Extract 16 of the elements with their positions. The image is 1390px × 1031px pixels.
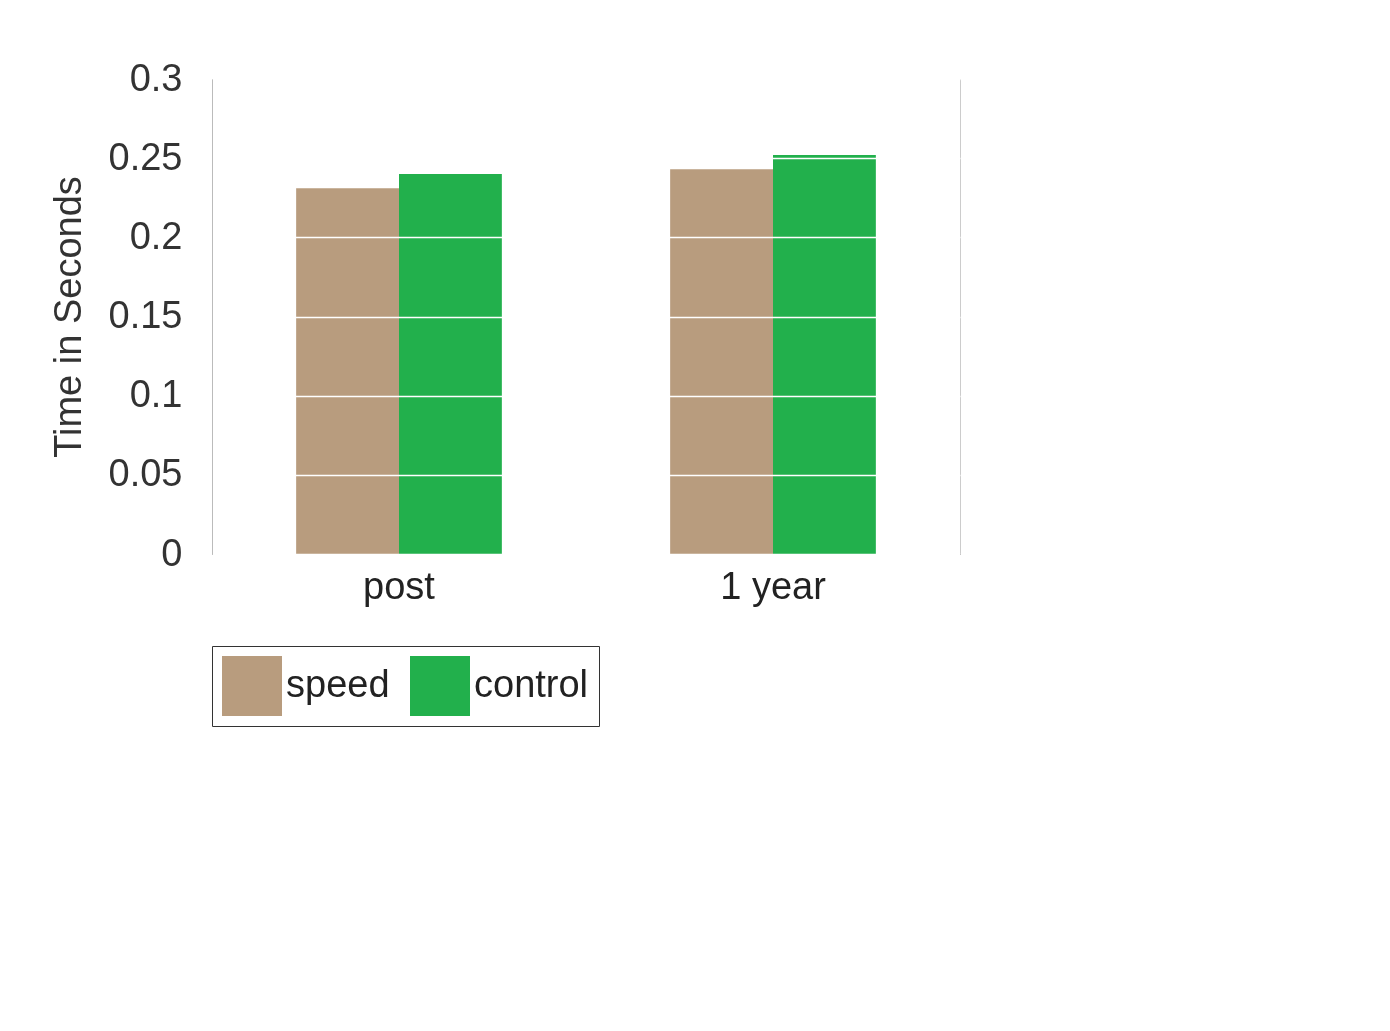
y-tick-label: 0.25	[108, 135, 183, 178]
y-tick-label: 0	[161, 531, 183, 574]
legend-label: speed	[286, 663, 390, 705]
bar	[773, 155, 876, 554]
y-tick-label: 0.05	[108, 452, 183, 495]
y-tick-label: 0.3	[129, 56, 183, 99]
bar	[296, 188, 399, 554]
x-tick-label: post	[363, 564, 436, 607]
bar	[670, 169, 773, 554]
bar	[399, 174, 502, 554]
y-tick-label: 0.15	[108, 294, 183, 336]
x-tick-label: 1 year	[720, 564, 827, 607]
y-tick-label: 0.1	[129, 373, 183, 416]
y-axis-title: Time in Seconds	[46, 176, 89, 458]
y-tick-label: 0.2	[129, 214, 183, 257]
legend-label: control	[474, 663, 589, 705]
